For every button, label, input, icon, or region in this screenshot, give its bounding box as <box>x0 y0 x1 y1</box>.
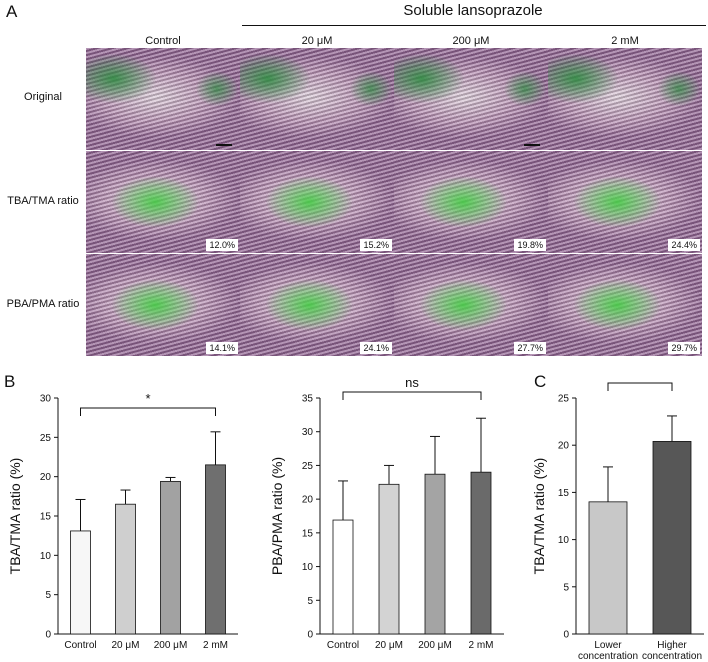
y-axis-label: TBA/TMA ratio (%) <box>7 458 23 575</box>
ratio-label: 24.4% <box>668 239 700 251</box>
y-tick-label: 5 <box>563 582 569 593</box>
significance-bracket <box>607 382 673 391</box>
panel-a-letter: A <box>6 2 18 21</box>
micrograph-tile: 12.0% <box>86 151 240 253</box>
bar <box>115 503 136 635</box>
ratio-label: 14.1% <box>206 342 238 354</box>
row-label-pba-pma: PBA/PMA ratio <box>6 298 80 310</box>
y-tick-label: 25 <box>302 461 314 472</box>
x-tick-label: Higher <box>657 640 687 651</box>
ratio-label: 24.1% <box>360 342 392 354</box>
bar <box>160 480 181 635</box>
ratio-label: 29.7% <box>668 342 700 354</box>
bar <box>332 519 354 635</box>
scale-bar <box>216 144 232 146</box>
bar <box>652 441 692 635</box>
column-header-200um: 200 μM <box>452 35 490 47</box>
column-header-20um: 20 μM <box>301 35 333 47</box>
y-tick-label: 30 <box>40 394 52 405</box>
x-tick-label: 2 mM <box>203 640 228 651</box>
x-tick-label: 20 μM <box>112 640 140 651</box>
bar <box>588 501 628 635</box>
y-tick-label: 20 <box>40 472 52 483</box>
bar <box>205 464 226 635</box>
x-tick-label: Control <box>327 640 359 651</box>
y-tick-label: 25 <box>558 394 570 405</box>
ratio-label: 12.0% <box>206 239 238 251</box>
x-tick-label: Lower <box>594 640 622 651</box>
bar <box>424 473 446 635</box>
y-tick-label: 20 <box>558 441 570 452</box>
y-tick-label: 15 <box>40 512 52 523</box>
x-tick-label: 200 μM <box>154 640 188 651</box>
y-tick-label: 5 <box>45 590 51 601</box>
x-tick-label: 2 mM <box>469 640 494 651</box>
row-label-original: Original <box>24 91 62 103</box>
micrograph-tile: 27.7% <box>394 254 548 356</box>
micrograph-tile: 24.4% <box>548 151 702 253</box>
bar <box>470 471 492 635</box>
micrograph-tile <box>394 48 548 150</box>
chart-tba-tma: 0 5 10 15 20 25 30 TBA/TMA ratio (%) Control 20 μ… <box>7 391 238 651</box>
micrograph-tile: 19.8% <box>394 151 548 253</box>
significance-label: * <box>145 391 150 406</box>
chart-pba-pma: 0 5 10 15 20 25 30 35 PBA/PMA ratio (%) Control 20… <box>269 380 504 651</box>
scale-bar <box>524 144 540 146</box>
y-tick-label: 30 <box>302 427 314 438</box>
y-tick-label: 10 <box>302 562 314 573</box>
row-label-tba-tma: TBA/TMA ratio <box>7 195 79 207</box>
bar <box>70 530 91 635</box>
y-tick-label: 15 <box>302 528 314 539</box>
micrograph-tile: 24.1% <box>240 254 394 356</box>
micrograph-tile: 14.1% <box>86 254 240 356</box>
y-tick-label: 15 <box>558 488 570 499</box>
group-header-line <box>242 25 706 26</box>
column-header-control: Control <box>145 35 181 47</box>
ratio-label: 27.7% <box>514 342 546 354</box>
micrograph-tile: 29.7% <box>548 254 702 356</box>
ratio-label: 15.2% <box>360 239 392 251</box>
y-tick-label: 0 <box>307 630 313 641</box>
significance-label: * <box>637 380 642 381</box>
significance-bracket <box>80 407 216 416</box>
x-tick-label: concentration <box>642 651 702 662</box>
y-tick-label: 5 <box>307 596 313 607</box>
group-header: Soluble lansoprazole <box>403 2 543 19</box>
y-axis-label: PBA/PMA ratio (%) <box>269 457 285 575</box>
micrograph-tile <box>86 48 240 150</box>
y-tick-label: 10 <box>558 535 570 546</box>
micrograph-tile: 15.2% <box>240 151 394 253</box>
micrograph-tile <box>240 48 394 150</box>
bar <box>378 483 400 635</box>
x-tick-label: 200 μM <box>418 640 452 651</box>
panel-c-letter: C <box>534 372 547 391</box>
y-tick-label: 20 <box>302 495 314 506</box>
y-tick-label: 0 <box>563 630 569 641</box>
y-axis-label: TBA/TMA ratio (%) <box>531 458 547 575</box>
ratio-label: 19.8% <box>514 239 546 251</box>
y-tick-label: 25 <box>40 433 52 444</box>
y-tick-label: 0 <box>45 630 51 641</box>
significance-label: ns <box>405 380 419 390</box>
y-tick-label: 10 <box>40 551 52 562</box>
x-tick-label: Control <box>64 640 96 651</box>
panel-b-letter: B <box>4 372 16 391</box>
significance-bracket <box>342 391 482 400</box>
x-tick-label: 20 μM <box>375 640 403 651</box>
x-tick-label: concentration <box>578 651 638 662</box>
y-tick-label: 35 <box>302 394 314 405</box>
micrograph-tile <box>548 48 702 150</box>
column-header-2mm: 2 mM <box>611 35 639 47</box>
